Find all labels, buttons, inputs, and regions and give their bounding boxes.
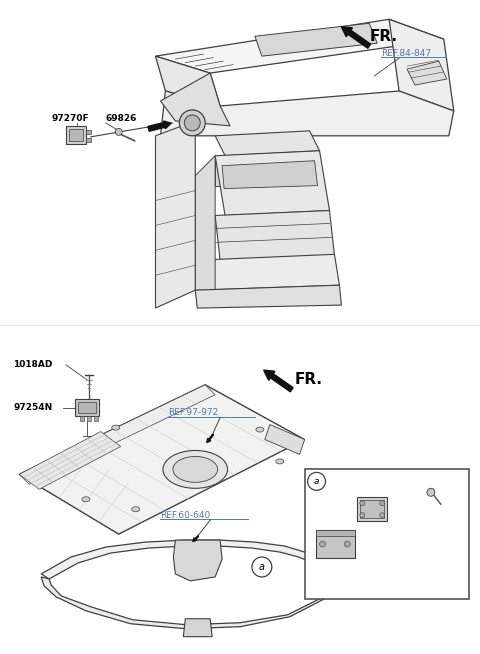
Ellipse shape: [132, 507, 140, 511]
Circle shape: [360, 513, 365, 518]
FancyArrow shape: [193, 536, 199, 542]
Ellipse shape: [112, 425, 120, 430]
Polygon shape: [156, 56, 220, 106]
Text: a: a: [314, 477, 319, 486]
Ellipse shape: [173, 456, 217, 483]
FancyArrow shape: [341, 27, 371, 48]
Text: REF.97-972: REF.97-972: [168, 408, 219, 417]
Polygon shape: [41, 559, 339, 628]
Polygon shape: [78, 402, 96, 413]
Polygon shape: [407, 61, 447, 85]
Polygon shape: [94, 416, 98, 421]
Polygon shape: [19, 385, 215, 485]
Polygon shape: [87, 416, 91, 421]
Text: REF.60-640: REF.60-640: [160, 511, 211, 520]
FancyArrow shape: [264, 370, 293, 392]
Polygon shape: [360, 500, 384, 518]
Polygon shape: [19, 385, 305, 534]
Polygon shape: [41, 540, 320, 579]
Polygon shape: [156, 121, 195, 308]
Polygon shape: [75, 399, 99, 416]
Polygon shape: [357, 497, 387, 521]
Ellipse shape: [276, 459, 284, 464]
Circle shape: [380, 501, 384, 506]
Text: 1018AD: 1018AD: [13, 360, 53, 370]
Circle shape: [427, 489, 435, 496]
Polygon shape: [66, 126, 86, 144]
Polygon shape: [86, 138, 91, 142]
Polygon shape: [19, 432, 120, 489]
Text: 97281D: 97281D: [425, 525, 464, 534]
Polygon shape: [80, 416, 84, 421]
Text: 97280B: 97280B: [314, 576, 353, 585]
Polygon shape: [86, 130, 91, 134]
Text: 97254N: 97254N: [13, 403, 53, 412]
Polygon shape: [315, 530, 355, 558]
Polygon shape: [215, 131, 320, 156]
Polygon shape: [173, 540, 222, 581]
Ellipse shape: [82, 497, 90, 502]
FancyArrow shape: [148, 121, 171, 131]
Text: FR.: FR.: [295, 372, 323, 387]
Circle shape: [184, 115, 200, 131]
Circle shape: [360, 501, 365, 506]
Polygon shape: [195, 156, 215, 290]
Polygon shape: [265, 424, 305, 455]
Polygon shape: [160, 91, 454, 136]
Text: FR.: FR.: [369, 29, 397, 44]
Polygon shape: [389, 20, 454, 111]
FancyBboxPatch shape: [305, 470, 468, 599]
Polygon shape: [183, 619, 212, 637]
Text: 97270F: 97270F: [51, 114, 89, 124]
Polygon shape: [160, 73, 230, 126]
Circle shape: [344, 541, 350, 547]
Polygon shape: [215, 211, 335, 260]
Polygon shape: [255, 24, 377, 56]
Polygon shape: [69, 129, 83, 141]
Circle shape: [320, 541, 325, 547]
Text: REF.84-847: REF.84-847: [381, 48, 432, 58]
Polygon shape: [215, 156, 225, 186]
Text: 1125KD: 1125KD: [421, 495, 461, 504]
FancyArrow shape: [207, 434, 214, 443]
Circle shape: [180, 110, 205, 136]
Text: 69826: 69826: [106, 114, 137, 124]
Text: a: a: [259, 562, 265, 572]
Circle shape: [115, 128, 122, 135]
Polygon shape: [315, 530, 355, 536]
Polygon shape: [222, 161, 318, 188]
Polygon shape: [195, 285, 341, 308]
Circle shape: [380, 513, 384, 518]
Polygon shape: [195, 254, 339, 290]
Polygon shape: [156, 20, 444, 73]
Ellipse shape: [256, 427, 264, 432]
Ellipse shape: [163, 451, 228, 489]
Polygon shape: [215, 151, 329, 215]
